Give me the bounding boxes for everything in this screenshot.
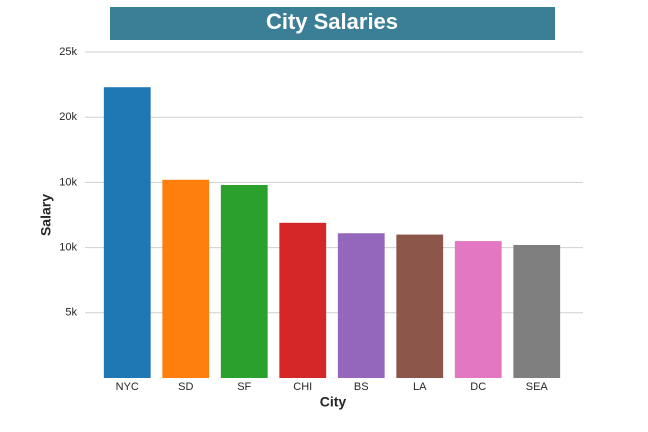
bar (220, 185, 268, 378)
x-tick-label: BS (354, 381, 369, 393)
bar (454, 241, 502, 378)
x-tick-label: NYC (116, 381, 139, 393)
x-tick-label: LA (413, 381, 427, 393)
x-tick-label: CHI (293, 381, 312, 393)
bar (279, 222, 327, 378)
title-box (110, 7, 555, 40)
x-tick-label: SF (237, 381, 251, 393)
y-axis-label: Salary (38, 194, 54, 236)
y-tick-label: 5k (65, 307, 77, 319)
x-tick-label: SD (178, 381, 193, 393)
bar (337, 233, 385, 378)
bar (103, 87, 151, 378)
y-tick-label: 10k (59, 242, 77, 254)
y-tick-label: 10k (59, 176, 77, 188)
bar (513, 244, 561, 378)
x-tick-label: SEA (526, 381, 549, 393)
y-tick-label: 20k (59, 111, 77, 123)
x-tick-label: DC (470, 381, 486, 393)
y-tick-label: 25k (59, 46, 77, 58)
bar (396, 234, 444, 378)
x-axis-label: City (320, 394, 347, 410)
bar (162, 179, 210, 378)
chart-title: City Salaries (266, 9, 398, 34)
